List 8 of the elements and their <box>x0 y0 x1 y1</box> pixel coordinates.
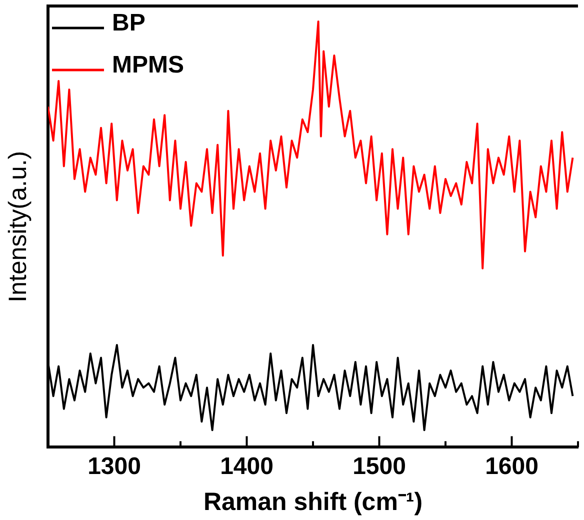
x-tick-label: 1300 <box>88 453 141 480</box>
legend-label: MPMS <box>112 52 184 79</box>
x-axis-title: Raman shift (cm⁻¹) <box>203 488 423 516</box>
x-tick-label: 1500 <box>352 453 406 480</box>
x-tick-label: 1600 <box>485 453 538 480</box>
y-axis-title: Intensity(a.u.) <box>4 150 32 302</box>
legend-label: BP <box>112 10 146 37</box>
x-tick-label: 1400 <box>220 453 274 480</box>
